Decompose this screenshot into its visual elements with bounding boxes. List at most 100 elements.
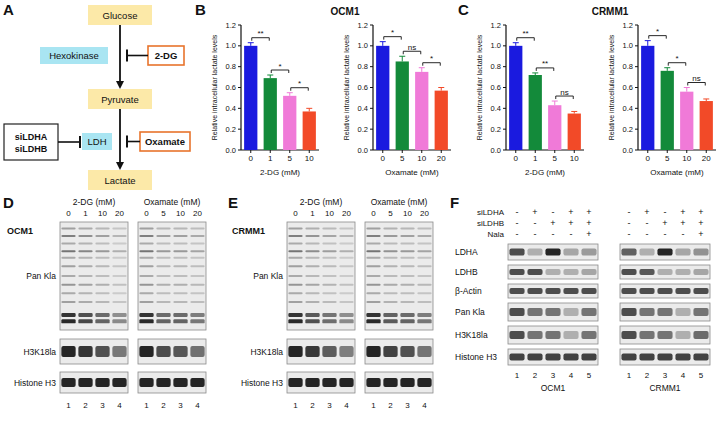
condition-sign: + (698, 229, 703, 239)
blot-band (366, 292, 380, 294)
row-label: LDHA (455, 247, 478, 257)
blot-band (509, 288, 524, 294)
row-label: Pan Kla (253, 271, 283, 281)
blot-band (288, 235, 302, 237)
x-tick (706, 150, 707, 153)
blot-band (322, 319, 336, 323)
blot-band (322, 378, 336, 387)
blot-band (366, 275, 380, 277)
blot-membrane (60, 339, 128, 364)
blot (620, 349, 710, 365)
blot-band (112, 257, 126, 259)
blot-band (527, 331, 542, 339)
blot (508, 284, 598, 298)
condition-sign: + (644, 207, 649, 217)
lane-number: 3 (100, 401, 105, 410)
blot-band (95, 275, 109, 277)
blot-band (190, 235, 204, 237)
blot-band (78, 227, 92, 229)
cell-line-label: OCM1 (541, 383, 566, 393)
blot-band (288, 275, 302, 277)
blot-band (545, 308, 560, 316)
blot-band (95, 250, 109, 252)
y-tick-label: 0.2 (358, 125, 368, 134)
blot-band (61, 301, 75, 303)
dose-label: 10 (325, 209, 334, 218)
blot-membrane (365, 222, 433, 330)
blot-band (61, 292, 75, 294)
blot-band (527, 288, 542, 294)
blot-band (139, 319, 153, 323)
blot-band (366, 284, 380, 286)
blot-band (61, 313, 75, 317)
blot-band (400, 301, 414, 303)
blot-band (78, 243, 92, 245)
dose-label: 5 (161, 209, 166, 218)
lane-number: 2 (161, 401, 166, 410)
x-tick (574, 150, 575, 153)
blot (60, 372, 128, 393)
blot-band (78, 284, 92, 286)
y-tick-label: 1.2 (491, 21, 501, 30)
dose-label: 20 (115, 209, 124, 218)
lane-number: 2 (83, 401, 88, 410)
blot-band (78, 301, 92, 303)
blot-band (95, 227, 109, 229)
blot-band (139, 378, 153, 387)
blot-membrane (508, 284, 598, 298)
y-tick-label: 0.8 (623, 62, 633, 71)
dose-label: 5 (388, 209, 393, 218)
blot-band (156, 301, 170, 303)
blot-band (288, 292, 302, 294)
blot-band (339, 235, 353, 237)
row-label: Pan Kla (455, 307, 485, 317)
lane-number: 5 (587, 371, 592, 380)
x-axis-label: 2-DG (mM) (525, 168, 565, 177)
blot-band (383, 301, 397, 303)
blot (620, 265, 710, 279)
blot-band (156, 346, 170, 357)
condition-sign: + (698, 207, 703, 217)
blot-band (383, 319, 397, 323)
error-cap (380, 41, 386, 42)
diagram-box (148, 46, 184, 65)
blot-band (78, 235, 92, 237)
significance-label: ns (692, 74, 700, 83)
blot-band (383, 284, 397, 286)
condition-sign: - (664, 207, 667, 217)
bar-chart: 0.00.20.40.60.81.01.2Relative intracellu… (608, 21, 716, 177)
row-label: Histone H3 (455, 352, 497, 362)
blot-band (61, 284, 75, 286)
blot-band (527, 248, 542, 255)
blot-band (173, 378, 187, 387)
blot-membrane (287, 222, 355, 330)
significance-label: ** (542, 59, 548, 68)
blot-band (527, 308, 542, 316)
condition-sign: - (646, 218, 649, 228)
dose-label: 0 (144, 209, 149, 218)
blot-band (95, 265, 109, 267)
bars (244, 43, 316, 150)
blot-band (78, 319, 92, 323)
row-label: β-Actin (455, 286, 482, 296)
blot-band (581, 308, 596, 316)
blot-band (173, 265, 187, 267)
blot-band (417, 284, 431, 286)
error-cap (306, 108, 312, 109)
diagram-box (40, 47, 108, 64)
blot-band (675, 353, 690, 360)
condition-label: Nala (488, 230, 505, 239)
x-tick-label: 5 (288, 154, 293, 163)
blot-band (322, 346, 336, 357)
blot-band (417, 292, 431, 294)
blot-band (78, 346, 92, 357)
blot-band (417, 227, 431, 229)
blot-band (675, 308, 690, 316)
lane-number: 1 (293, 401, 298, 410)
row-label: Histone H3 (241, 378, 283, 388)
blot-band (156, 292, 170, 294)
blot-band (621, 269, 636, 275)
blot-band (156, 378, 170, 387)
blot-band (288, 319, 302, 323)
row-label: Histone H3 (14, 378, 56, 388)
